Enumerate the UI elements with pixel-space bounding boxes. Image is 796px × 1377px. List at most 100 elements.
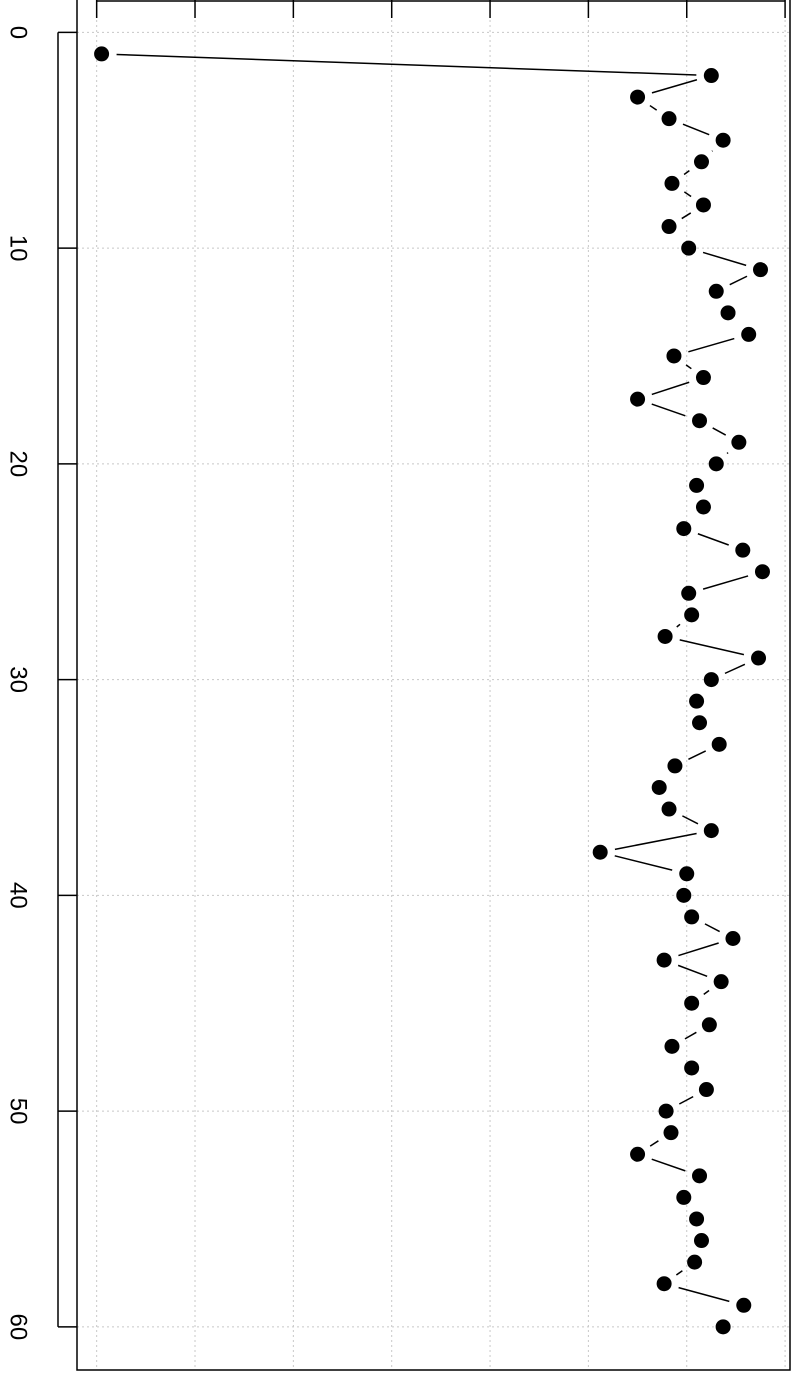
series-line-segment: [703, 989, 710, 995]
x-tick-label: 40: [5, 882, 32, 909]
x-tick-label: 50: [5, 1098, 32, 1125]
series-line-segment: [675, 1270, 683, 1276]
x-tick-label: 60: [5, 1313, 32, 1340]
data-point: [687, 1254, 703, 1270]
data-point: [666, 348, 682, 364]
series-line-segment: [688, 337, 735, 353]
data-point: [701, 1017, 717, 1033]
series-line-segment: [614, 855, 673, 871]
data-point: [708, 283, 724, 299]
x-tick-label: 10: [5, 235, 32, 262]
series-line-segment: [651, 1158, 686, 1172]
grid: [77, 0, 790, 1370]
data-point: [713, 974, 729, 990]
x-tick-label: 30: [5, 666, 32, 693]
series-line-segment: [649, 104, 658, 111]
data-point: [94, 46, 110, 62]
data-point: [657, 628, 673, 644]
data-point: [630, 89, 646, 105]
data-point: [592, 844, 608, 860]
data-point: [752, 262, 768, 278]
data-point: [703, 823, 719, 839]
data-point: [692, 715, 708, 731]
data-point: [661, 219, 677, 235]
series-line-segment: [677, 964, 708, 978]
series-line-segment: [704, 923, 721, 933]
data-point: [736, 1297, 752, 1313]
series-line-segment: [682, 123, 710, 136]
series-line-segment: [681, 212, 692, 220]
data-point: [667, 758, 683, 774]
data-point: [735, 542, 751, 558]
data-point: [698, 1082, 714, 1098]
series-line-segment: [683, 191, 692, 198]
series-line-segment: [682, 815, 699, 825]
series-line-segment: [651, 79, 698, 94]
data-point: [695, 370, 711, 386]
data-point: [684, 1060, 700, 1076]
plot-frame: [76, 0, 791, 1371]
data-point: [658, 1103, 674, 1119]
data-point: [711, 736, 727, 752]
data-point: [676, 521, 692, 537]
data-point: [656, 1276, 672, 1292]
data-point: [681, 240, 697, 256]
data-point: [693, 1233, 709, 1249]
series-line-segment: [678, 942, 719, 957]
series-line-segment: [685, 364, 692, 370]
data-point: [692, 413, 708, 429]
data-point: [708, 456, 724, 472]
data-point: [703, 68, 719, 84]
series-line-segment: [726, 452, 729, 455]
data-point: [681, 585, 697, 601]
series-line-segment: [729, 275, 748, 286]
data-point: [689, 477, 705, 493]
series-line-segment: [614, 832, 697, 851]
data-point: [661, 111, 677, 127]
data-point: [703, 672, 719, 688]
data-point: [651, 779, 667, 795]
data-point: [715, 1319, 731, 1335]
data-point: [741, 326, 757, 342]
series-line-segment: [688, 750, 707, 761]
data-point: [676, 887, 692, 903]
series-line-segment: [649, 1140, 659, 1147]
data-point: [630, 391, 646, 407]
data-point: [664, 1038, 680, 1054]
data-point: [684, 909, 700, 925]
x-tick-label: 0: [5, 26, 32, 39]
series-line-segment: [678, 1286, 730, 1303]
data-point: [689, 1211, 705, 1227]
data-point: [692, 1168, 708, 1184]
data-point: [661, 801, 677, 817]
series-line-segment: [676, 623, 681, 628]
x-tick-label: 20: [5, 451, 32, 478]
data-point: [664, 175, 680, 191]
data-point: [656, 952, 672, 968]
series-line-segment: [116, 53, 697, 76]
series-line-segment: [651, 381, 690, 396]
data-point: [684, 607, 700, 623]
series-line-segment: [683, 170, 690, 176]
data-point: [731, 434, 747, 450]
axes: 0 10 20 30 40 50 60: [5, 0, 786, 1340]
data-point: [693, 154, 709, 170]
data-point: [630, 1146, 646, 1162]
data-point: [695, 499, 711, 515]
data-point: [689, 693, 705, 709]
data-point: [751, 650, 767, 666]
data-point: [676, 1189, 692, 1205]
series-line-segment: [684, 1031, 697, 1040]
series-line-segment: [697, 533, 729, 546]
series-line-segment: [724, 663, 746, 675]
data-point: [695, 197, 711, 213]
data-point: [754, 564, 770, 580]
data-point: [725, 931, 741, 947]
data-point: [715, 132, 731, 148]
series-layer: [94, 46, 770, 1335]
data-point: [720, 305, 736, 321]
series-line-segment: [679, 639, 745, 656]
data-point: [679, 866, 695, 882]
series-line-segment: [651, 403, 686, 417]
